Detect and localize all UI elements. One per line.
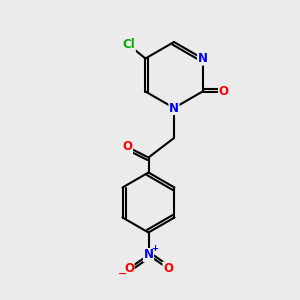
Text: N: N [169, 101, 179, 115]
Text: −: − [118, 269, 128, 279]
Text: +: + [152, 244, 159, 253]
Text: N: N [143, 248, 154, 262]
Text: O: O [124, 262, 134, 275]
Text: O: O [122, 140, 133, 154]
Text: Cl: Cl [122, 38, 135, 52]
Text: O: O [163, 262, 173, 275]
Text: N: N [198, 52, 208, 65]
Text: O: O [219, 85, 229, 98]
